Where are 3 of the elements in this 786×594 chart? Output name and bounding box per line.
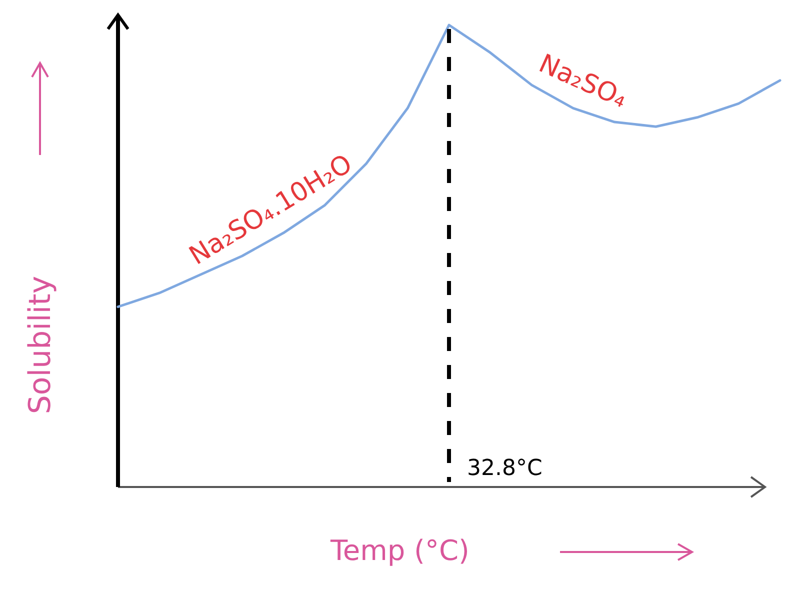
x-axis-title: Temp (°C) — [330, 534, 470, 567]
y-axis-title: Solubility — [23, 276, 58, 414]
annotation: 32.8°C — [467, 456, 542, 481]
